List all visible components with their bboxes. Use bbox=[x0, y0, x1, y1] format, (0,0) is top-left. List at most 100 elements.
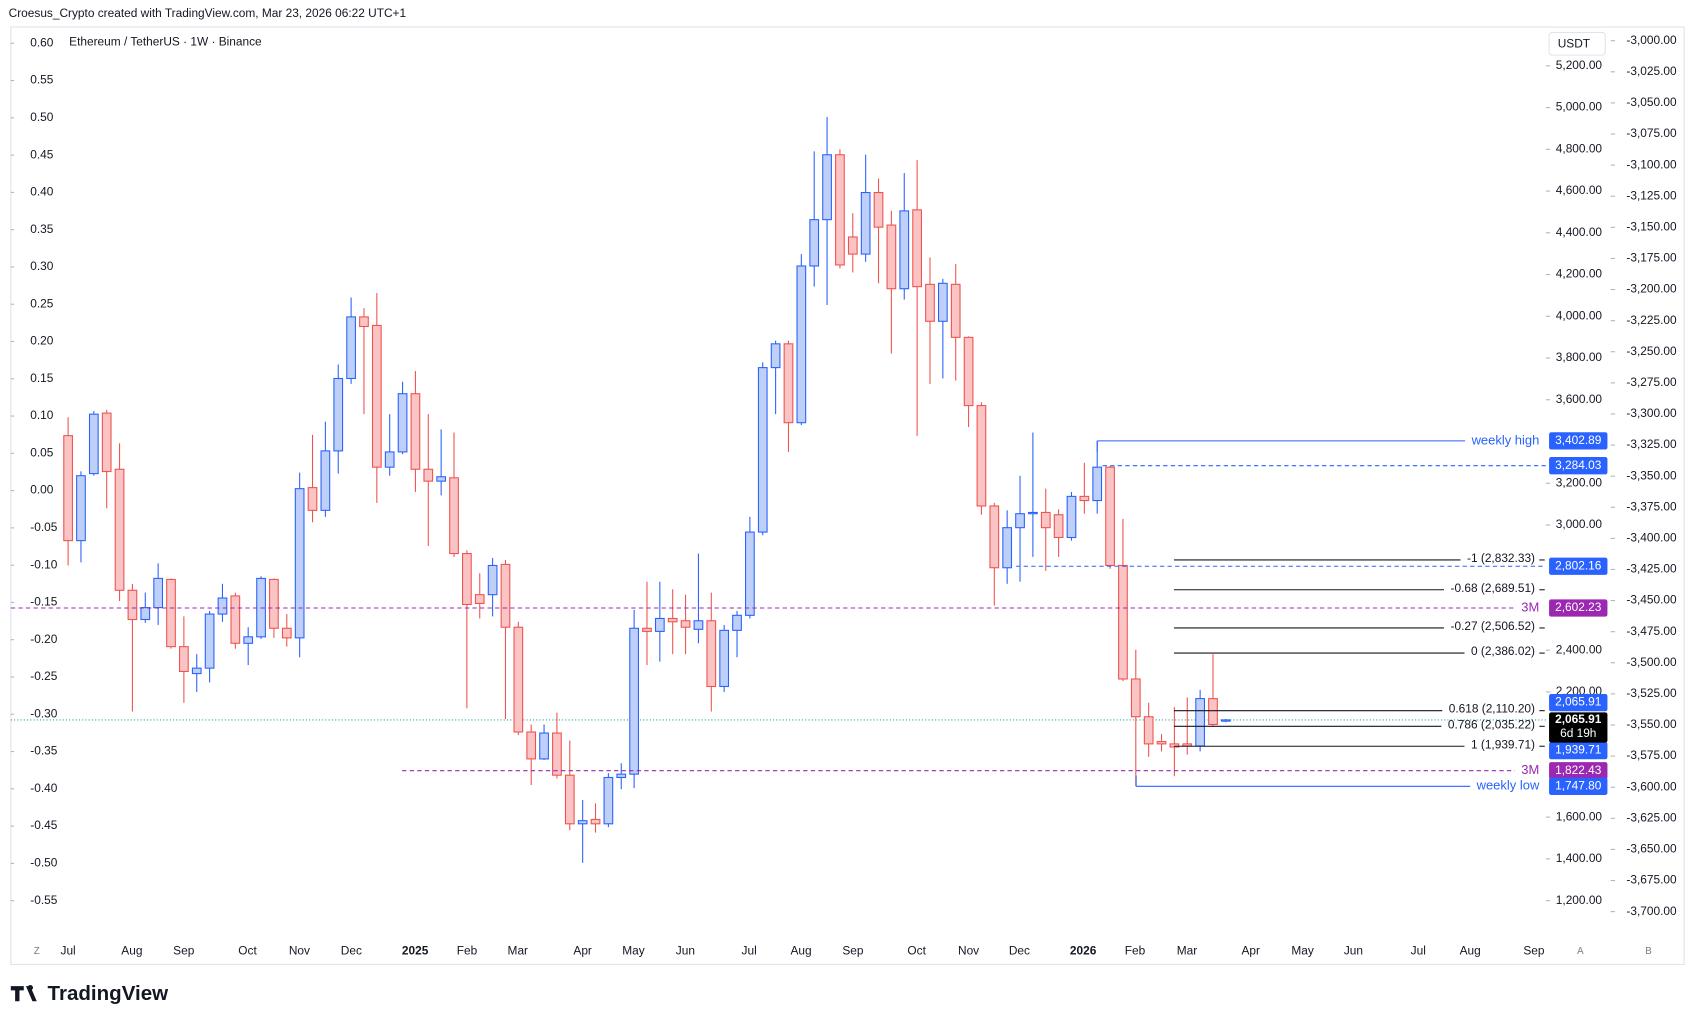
x-tick-label: Aug bbox=[121, 944, 142, 958]
candle-body bbox=[281, 627, 292, 639]
header: Croesus_Crypto created with TradingView.… bbox=[9, 6, 407, 20]
candle-body bbox=[847, 236, 858, 255]
y-tick-label: 2,400.00 bbox=[1556, 642, 1603, 656]
level-tag-label: 1,822.43 bbox=[1555, 763, 1602, 777]
x-tick-label: Apr bbox=[573, 944, 592, 958]
candle-body bbox=[886, 224, 897, 290]
candle-body bbox=[166, 578, 176, 648]
y-tick-label: 5,200.00 bbox=[1556, 58, 1603, 72]
candle-body bbox=[899, 210, 910, 290]
candle-body bbox=[1028, 511, 1038, 515]
candle-body bbox=[1105, 466, 1115, 566]
candle-body bbox=[783, 343, 794, 424]
fib-tag bbox=[1549, 741, 1608, 760]
candle-body bbox=[114, 468, 125, 591]
candle-body bbox=[88, 413, 99, 475]
left-tick-label: -0.55 bbox=[30, 893, 57, 907]
candle-body bbox=[230, 595, 241, 644]
left-tick-label: -0.50 bbox=[30, 856, 57, 870]
candle-body bbox=[616, 773, 627, 779]
candle-body bbox=[1156, 741, 1167, 745]
candle-body bbox=[577, 820, 588, 825]
x-tick-label: Sep bbox=[842, 944, 864, 958]
candle-body bbox=[397, 393, 408, 453]
candle-body bbox=[410, 393, 421, 470]
y2-tick-label: -3,150.00 bbox=[1626, 219, 1677, 233]
axis-button[interactable] bbox=[1640, 943, 1657, 960]
x-tick-label: Oct bbox=[907, 944, 926, 958]
y2-tick-label: -3,575.00 bbox=[1626, 748, 1677, 762]
y2-tick-label: -3,350.00 bbox=[1626, 468, 1677, 482]
candle-body bbox=[1118, 564, 1128, 680]
axis-button-label[interactable]: Z bbox=[34, 946, 40, 957]
y2-tick-label: -3,025.00 bbox=[1626, 64, 1677, 78]
left-tick-label: 0.15 bbox=[30, 371, 54, 385]
level-tag bbox=[1549, 432, 1608, 450]
candle-body bbox=[937, 282, 948, 322]
fib-tag-label: 1,939.71 bbox=[1555, 743, 1602, 757]
y2-tick-label: -3,200.00 bbox=[1626, 282, 1677, 296]
y2-tick-label: -3,700.00 bbox=[1626, 904, 1677, 918]
left-tick-label: -0.10 bbox=[30, 557, 57, 571]
left-tick-label: -0.20 bbox=[30, 632, 57, 646]
candle-body bbox=[359, 316, 369, 328]
candle-body bbox=[693, 620, 704, 630]
axis-button-label[interactable]: A bbox=[1577, 946, 1584, 957]
candle-body bbox=[371, 324, 382, 468]
candle-body bbox=[642, 627, 652, 632]
x-tick-label: Mar bbox=[1177, 944, 1197, 958]
level-name: weekly high bbox=[1471, 432, 1540, 447]
candle-body bbox=[873, 191, 884, 228]
candle-body bbox=[333, 377, 344, 452]
candle-body bbox=[127, 589, 138, 621]
candle-body bbox=[1066, 495, 1077, 539]
candle-body bbox=[757, 367, 768, 533]
candle-body bbox=[654, 617, 665, 632]
candle-body bbox=[1002, 527, 1013, 569]
x-tick-label: Sep bbox=[1523, 944, 1545, 958]
candle-body bbox=[809, 219, 820, 267]
candle-body bbox=[770, 343, 781, 369]
axis-button[interactable] bbox=[29, 943, 45, 960]
candle-body bbox=[307, 487, 318, 511]
axis-button[interactable] bbox=[1572, 943, 1588, 960]
level-tag-label: 1,747.80 bbox=[1555, 778, 1602, 792]
level-tag-label: 2,802.16 bbox=[1555, 558, 1602, 572]
fib-label: 0.618 (2,110.20) bbox=[1449, 702, 1535, 716]
y-tick-label: 5,000.00 bbox=[1556, 100, 1603, 114]
fib-label: -0.27 (2,506.52) bbox=[1451, 619, 1536, 633]
left-tick-label: 0.20 bbox=[30, 334, 54, 348]
x-tick-label: Feb bbox=[1125, 944, 1146, 958]
left-tick-label: -0.40 bbox=[30, 781, 57, 795]
candle-body bbox=[1130, 678, 1141, 718]
candle-body bbox=[423, 468, 434, 482]
fib-label: 0.786 (2,035.22) bbox=[1448, 717, 1535, 731]
left-tick-label: -0.25 bbox=[30, 669, 57, 683]
candle-body bbox=[346, 316, 356, 380]
price-tag bbox=[1549, 693, 1608, 712]
y2-tick-label: -3,600.00 bbox=[1626, 779, 1677, 793]
countdown: 6d 19h bbox=[1560, 726, 1596, 740]
last-price-tag bbox=[1549, 712, 1608, 743]
y2-tick-label: -3,325.00 bbox=[1626, 437, 1677, 451]
y-tick-label: 1,200.00 bbox=[1556, 893, 1603, 907]
x-tick-label: May bbox=[622, 944, 644, 958]
y-tick-label: 1,400.00 bbox=[1556, 851, 1603, 865]
last-price-label: 2,065.91 bbox=[1555, 712, 1602, 726]
candle-body bbox=[140, 607, 151, 621]
axis-button-label[interactable]: B bbox=[1645, 946, 1651, 957]
candle-body bbox=[1220, 719, 1231, 722]
candle-body bbox=[976, 405, 987, 507]
y2-tick-label: -3,375.00 bbox=[1626, 499, 1677, 513]
candle-body bbox=[294, 488, 305, 639]
left-tick-label: 0.55 bbox=[30, 73, 54, 87]
y-tick-label: 4,200.00 bbox=[1556, 267, 1603, 281]
x-tick-label: Apr bbox=[1241, 944, 1260, 958]
currency[interactable]: USDT bbox=[1558, 36, 1590, 50]
footer-brand: TradingView bbox=[48, 982, 170, 1005]
currency-box[interactable] bbox=[1548, 31, 1606, 56]
y-tick-label: 3,000.00 bbox=[1556, 517, 1603, 531]
candle-body bbox=[487, 564, 498, 596]
